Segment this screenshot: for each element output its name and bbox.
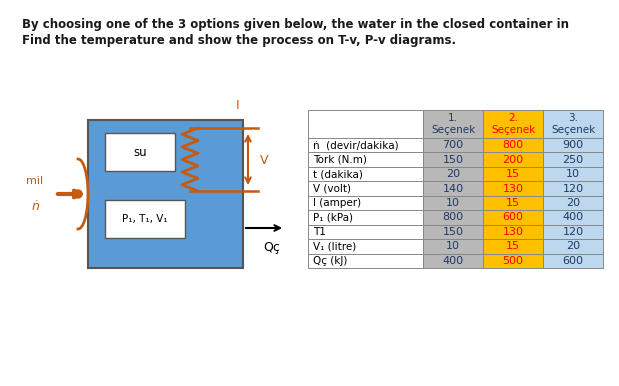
- Bar: [423, 225, 483, 239]
- Bar: [483, 181, 543, 196]
- Bar: [483, 152, 543, 167]
- Text: P₁ (kPa): P₁ (kPa): [313, 212, 353, 222]
- Text: V₁ (litre): V₁ (litre): [313, 241, 357, 251]
- Bar: [483, 210, 543, 225]
- Bar: [483, 225, 543, 239]
- Text: ṅ  (devir/dakika): ṅ (devir/dakika): [313, 140, 399, 150]
- Bar: [423, 152, 483, 167]
- Text: 20: 20: [446, 169, 460, 179]
- Text: Qç (kJ): Qç (kJ): [313, 256, 347, 266]
- Text: 10: 10: [446, 241, 460, 251]
- Bar: [308, 152, 423, 167]
- Text: 500: 500: [503, 256, 524, 266]
- Bar: [483, 239, 543, 254]
- Bar: [88, 120, 243, 268]
- Bar: [543, 210, 603, 225]
- Bar: [483, 254, 543, 268]
- Text: 600: 600: [503, 212, 524, 222]
- Bar: [423, 110, 483, 138]
- Text: By choosing one of the 3 options given below, the water in the closed container : By choosing one of the 3 options given b…: [22, 18, 569, 31]
- Text: 120: 120: [563, 227, 584, 237]
- Bar: [483, 138, 543, 152]
- Bar: [308, 239, 423, 254]
- Text: V: V: [260, 154, 269, 166]
- Text: 150: 150: [443, 155, 464, 165]
- Bar: [543, 254, 603, 268]
- Bar: [543, 110, 603, 138]
- Bar: [543, 138, 603, 152]
- Text: I: I: [236, 99, 240, 112]
- Bar: [543, 167, 603, 181]
- Text: 20: 20: [566, 241, 580, 251]
- Text: 10: 10: [566, 169, 580, 179]
- Text: 3.
Seçenek: 3. Seçenek: [551, 113, 595, 135]
- Text: 400: 400: [443, 256, 464, 266]
- Bar: [543, 239, 603, 254]
- Text: 120: 120: [563, 184, 584, 193]
- Bar: [423, 254, 483, 268]
- Text: 1.
Seçenek: 1. Seçenek: [431, 113, 475, 135]
- Text: Find the temperature and show the process on T-v, P-v diagrams.: Find the temperature and show the proces…: [22, 34, 456, 47]
- Bar: [308, 254, 423, 268]
- Text: P₁, T₁, V₁: P₁, T₁, V₁: [122, 214, 168, 224]
- Bar: [105, 200, 185, 238]
- Bar: [423, 138, 483, 152]
- Text: 200: 200: [503, 155, 524, 165]
- Text: t (dakika): t (dakika): [313, 169, 363, 179]
- Bar: [308, 167, 423, 181]
- Text: 150: 150: [443, 227, 464, 237]
- Circle shape: [74, 190, 82, 198]
- Bar: [308, 181, 423, 196]
- Bar: [105, 133, 175, 171]
- Text: 130: 130: [503, 227, 524, 237]
- Bar: [423, 181, 483, 196]
- Bar: [308, 225, 423, 239]
- Text: 800: 800: [443, 212, 464, 222]
- Bar: [308, 210, 423, 225]
- Text: 15: 15: [506, 198, 520, 208]
- Text: 250: 250: [563, 155, 584, 165]
- Bar: [543, 225, 603, 239]
- Text: ṅ: ṅ: [31, 200, 39, 213]
- Bar: [483, 110, 543, 138]
- Bar: [423, 167, 483, 181]
- Text: Tork (N.m): Tork (N.m): [313, 155, 367, 165]
- Text: 800: 800: [503, 140, 524, 150]
- Bar: [308, 110, 423, 138]
- Text: I (amper): I (amper): [313, 198, 361, 208]
- Text: 10: 10: [446, 198, 460, 208]
- Bar: [483, 167, 543, 181]
- Bar: [423, 210, 483, 225]
- Bar: [308, 196, 423, 210]
- Text: V (volt): V (volt): [313, 184, 351, 193]
- Text: 600: 600: [563, 256, 584, 266]
- Text: T1: T1: [313, 227, 326, 237]
- Bar: [543, 152, 603, 167]
- Bar: [543, 181, 603, 196]
- Bar: [308, 138, 423, 152]
- Text: 15: 15: [506, 241, 520, 251]
- Bar: [423, 239, 483, 254]
- Text: 130: 130: [503, 184, 524, 193]
- Text: mil: mil: [27, 176, 43, 186]
- Text: 700: 700: [443, 140, 464, 150]
- Bar: [483, 196, 543, 210]
- Bar: [543, 196, 603, 210]
- Text: 900: 900: [563, 140, 584, 150]
- Bar: [423, 196, 483, 210]
- Text: 15: 15: [506, 169, 520, 179]
- Text: 400: 400: [563, 212, 584, 222]
- Text: 20: 20: [566, 198, 580, 208]
- Text: Qç: Qç: [264, 241, 280, 254]
- Text: 140: 140: [443, 184, 464, 193]
- Text: su: su: [133, 146, 147, 159]
- Text: 2.
Seçenek: 2. Seçenek: [491, 113, 535, 135]
